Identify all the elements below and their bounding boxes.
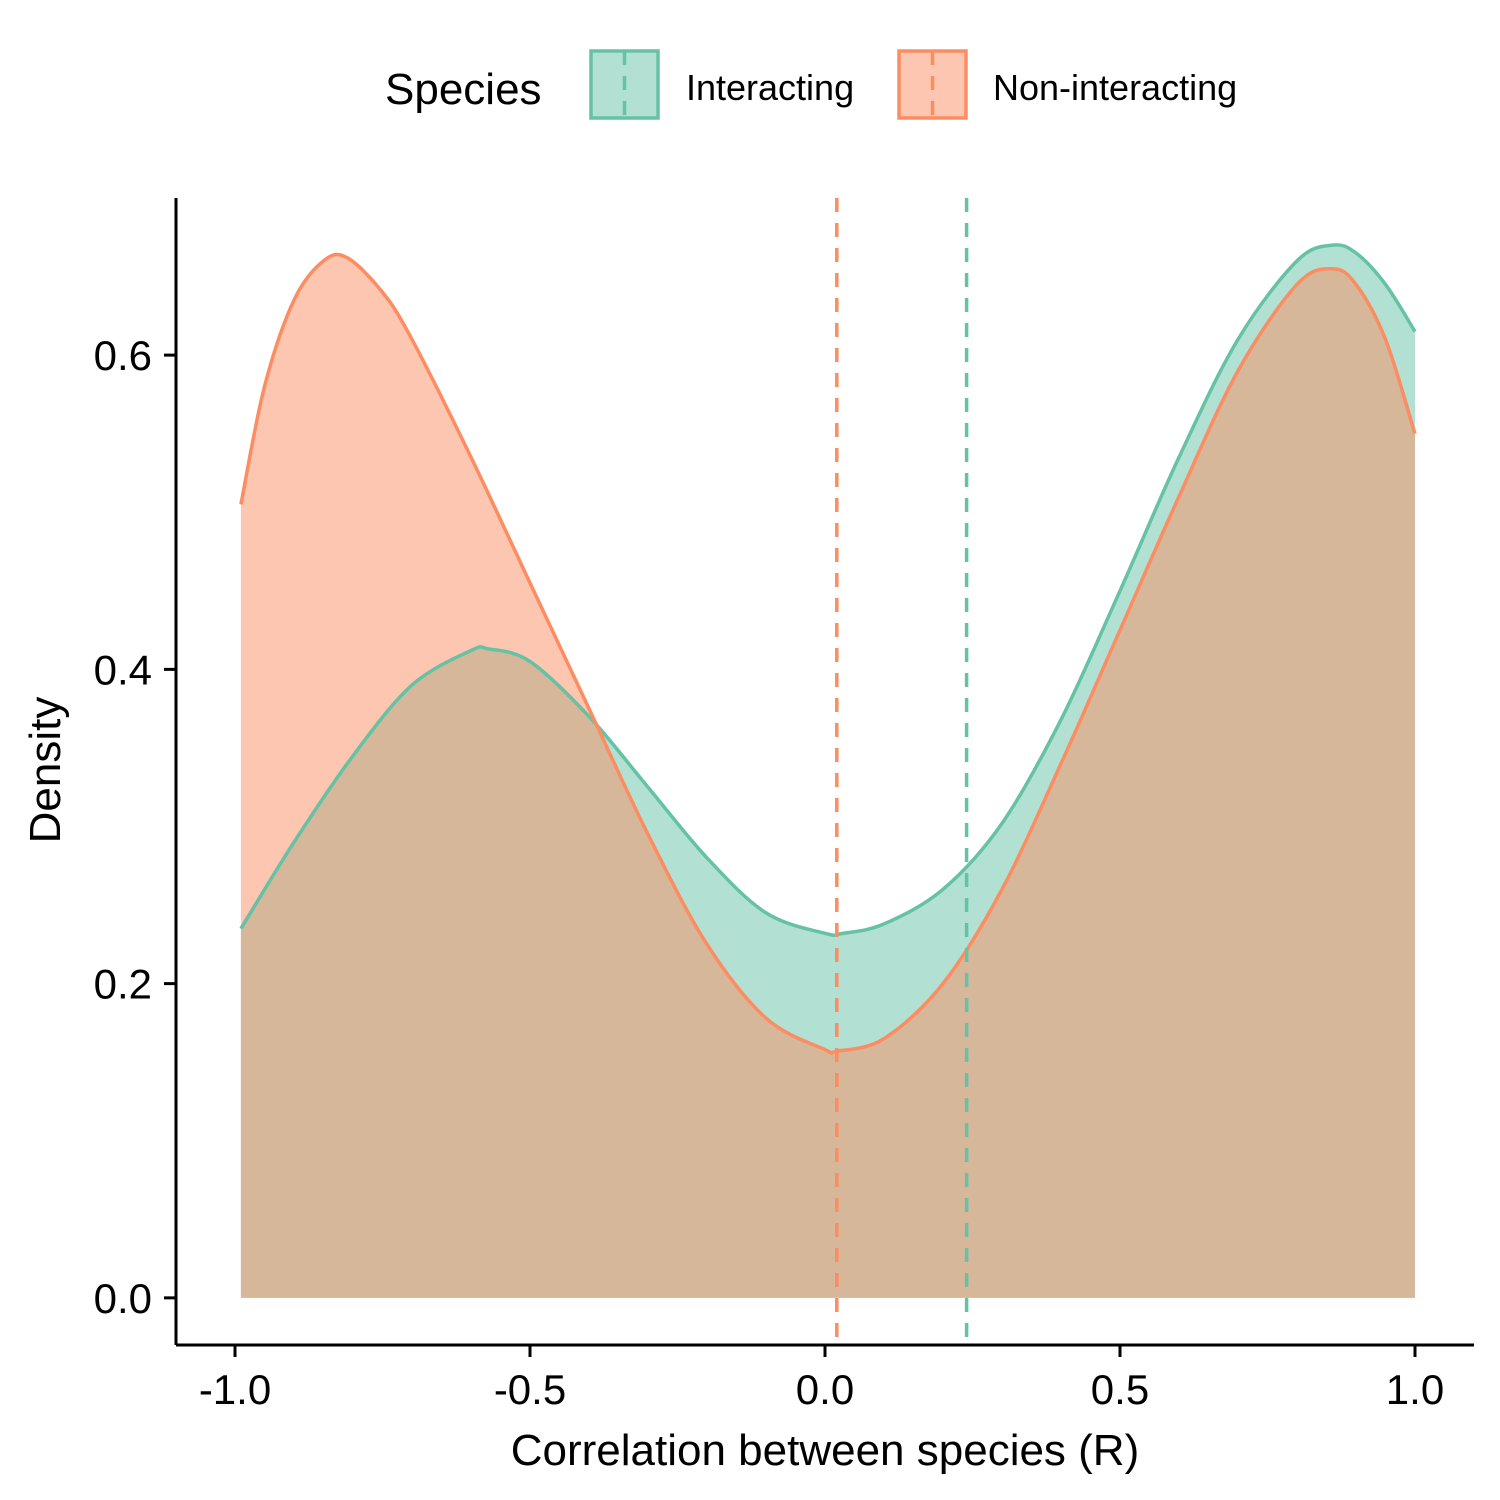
density-line-non-interacting (239, 252, 1417, 1055)
legend-title: Species (385, 65, 542, 114)
x-tick-label: 0.5 (1091, 1366, 1149, 1413)
x-tick-label: -0.5 (494, 1366, 566, 1413)
legend-key-non-interacting (897, 49, 968, 120)
legend-label-non-interacting: Non-interacting (993, 67, 1237, 108)
x-axis-label: Correlation between species (R) (511, 1426, 1140, 1475)
x-tick-label: -1.0 (199, 1366, 271, 1413)
y-axis-label: Density (21, 697, 70, 844)
density-area-non-interacting (240, 254, 1415, 1298)
legend-label-interacting: Interacting (686, 67, 854, 108)
y-tick-label: 0.0 (94, 1275, 152, 1322)
density-line-interacting (239, 243, 1417, 937)
axes: -1.0 -0.5 0.0 0.5 1.0 0.0 0.2 0.4 0.6 (94, 198, 1474, 1413)
y-tick-label: 0.2 (94, 961, 152, 1008)
legend-key-interacting (589, 49, 660, 120)
legend: Species Interacting Non-interacting (385, 49, 1237, 120)
y-tick-label: 0.6 (94, 332, 152, 379)
x-tick-label: 1.0 (1386, 1366, 1444, 1413)
plot-area (239, 198, 1417, 1345)
y-tick-label: 0.4 (94, 646, 152, 693)
x-tick-label: 0.0 (796, 1366, 854, 1413)
